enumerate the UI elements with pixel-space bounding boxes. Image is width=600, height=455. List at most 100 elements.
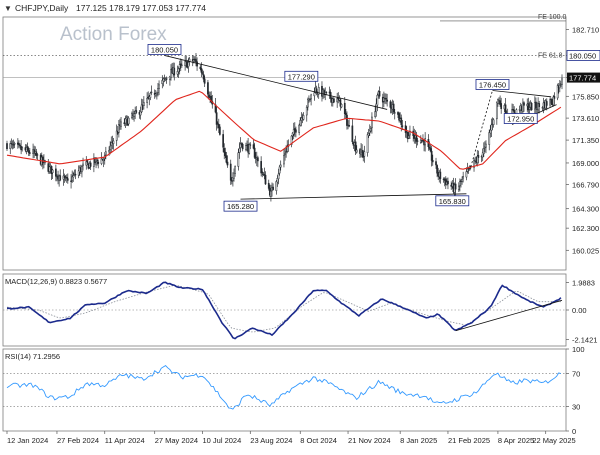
rsi-tick-label: 30 (572, 402, 580, 411)
candle-body (401, 125, 404, 127)
candle-body (530, 103, 533, 111)
candle-body (275, 181, 278, 191)
candle-body (96, 159, 98, 162)
candle-body (404, 125, 407, 133)
candle-body (63, 175, 66, 178)
candle-body (309, 98, 311, 101)
panel-frames (2, 16, 567, 432)
candle-body (200, 68, 203, 73)
candle-body (290, 135, 293, 145)
rsi-title: RSI(14) 71.2956 (5, 352, 60, 361)
candle-body (224, 151, 227, 157)
price-callout-label: 176.450 (479, 80, 506, 89)
candle-body (110, 142, 113, 146)
candle-body (82, 163, 84, 166)
candle-body (74, 173, 77, 176)
candle-body (13, 143, 16, 145)
candle-body (513, 109, 516, 114)
candle-body (416, 140, 419, 142)
candle-body (558, 84, 561, 89)
candle-body (283, 155, 285, 165)
candle-body (6, 143, 8, 150)
time-tick-label: 21 Feb 2025 (448, 436, 490, 445)
rsi-tick-label: 0 (572, 427, 576, 436)
candle-body (523, 102, 525, 106)
candle-body (48, 166, 51, 172)
candle-body (376, 94, 379, 106)
candle-body (173, 67, 176, 76)
trendline (469, 90, 493, 171)
candle-body (219, 126, 221, 135)
candle-body (249, 144, 252, 146)
watermark: Action Forex (60, 24, 167, 45)
candle-body (81, 166, 83, 173)
collapse-triangle-icon[interactable]: ▼ (4, 4, 12, 13)
price-tick-label: 164.300 (572, 205, 599, 214)
rsi-panel: RSI(14) 71.2956 100 70 30 0 (3, 345, 585, 436)
candle-body (260, 161, 262, 174)
candle-body (313, 92, 316, 97)
candle-body (112, 140, 115, 144)
macd-trendline (455, 299, 563, 332)
candle-body (70, 180, 72, 182)
rsi-frame (2, 348, 567, 432)
candle-body (317, 86, 320, 95)
candle-body (36, 154, 39, 156)
candle-body (310, 94, 312, 100)
candle-body (476, 156, 479, 164)
candle-body (239, 143, 242, 148)
candle-body (481, 152, 484, 158)
candle-body (497, 99, 499, 104)
candle-body (72, 175, 75, 178)
candle-body (118, 124, 120, 133)
trendline (492, 90, 552, 98)
candle-body (146, 98, 148, 103)
candle-body (157, 87, 159, 93)
candle-body (184, 61, 186, 67)
candle-body (345, 112, 347, 115)
time-tick-label: 8 Jan 2025 (400, 436, 437, 445)
candle-body (392, 103, 395, 113)
candle-body (19, 145, 21, 147)
candle-body (355, 149, 358, 153)
candle-body (195, 59, 197, 63)
candle-body (325, 91, 328, 94)
candle-body (477, 155, 480, 158)
candle-body (371, 116, 373, 129)
candle-body (18, 143, 20, 146)
candle-body (203, 78, 206, 84)
trendline (164, 55, 388, 110)
fe618-price-label: 180.050 (569, 51, 596, 60)
macd-tick-label: -2.1421 (572, 336, 597, 345)
candle-body (104, 151, 107, 156)
time-tick-label: 10 Jul 2024 (202, 436, 241, 445)
time-tick-label: 27 May 2024 (155, 436, 198, 445)
fe618-label: FE 61.8 (538, 52, 563, 59)
candle-body (439, 171, 442, 179)
current-price-tag (567, 72, 600, 83)
time-axis: 12 Jan 2024 27 Feb 2024 11 Apr 2024 27 May … (6, 431, 576, 445)
candle-body (226, 161, 229, 166)
candle-body (454, 183, 457, 190)
candle-body (462, 176, 465, 179)
candle-body (406, 131, 409, 139)
candle-body (162, 78, 165, 82)
candle-body (120, 121, 122, 127)
candle-body (28, 152, 31, 154)
candle-body (86, 160, 89, 164)
candle-body (108, 150, 110, 153)
candle-body (230, 180, 233, 182)
candle-body (59, 175, 62, 181)
candle-body (408, 135, 410, 139)
candle-body (489, 129, 492, 134)
candle-body (333, 98, 335, 103)
candle-body (431, 160, 434, 163)
candle-body (201, 72, 204, 74)
macd-panel: MACD(12,26,9) 0.8823 0.5677 1.9883 0.00 -2.… (3, 277, 597, 345)
candle-body (473, 159, 475, 168)
price-tick-label: 173.610 (572, 114, 599, 123)
price-callout-box (223, 200, 258, 212)
rsi-line (6, 365, 562, 410)
candle-body (133, 113, 135, 117)
candle-body (459, 181, 461, 187)
